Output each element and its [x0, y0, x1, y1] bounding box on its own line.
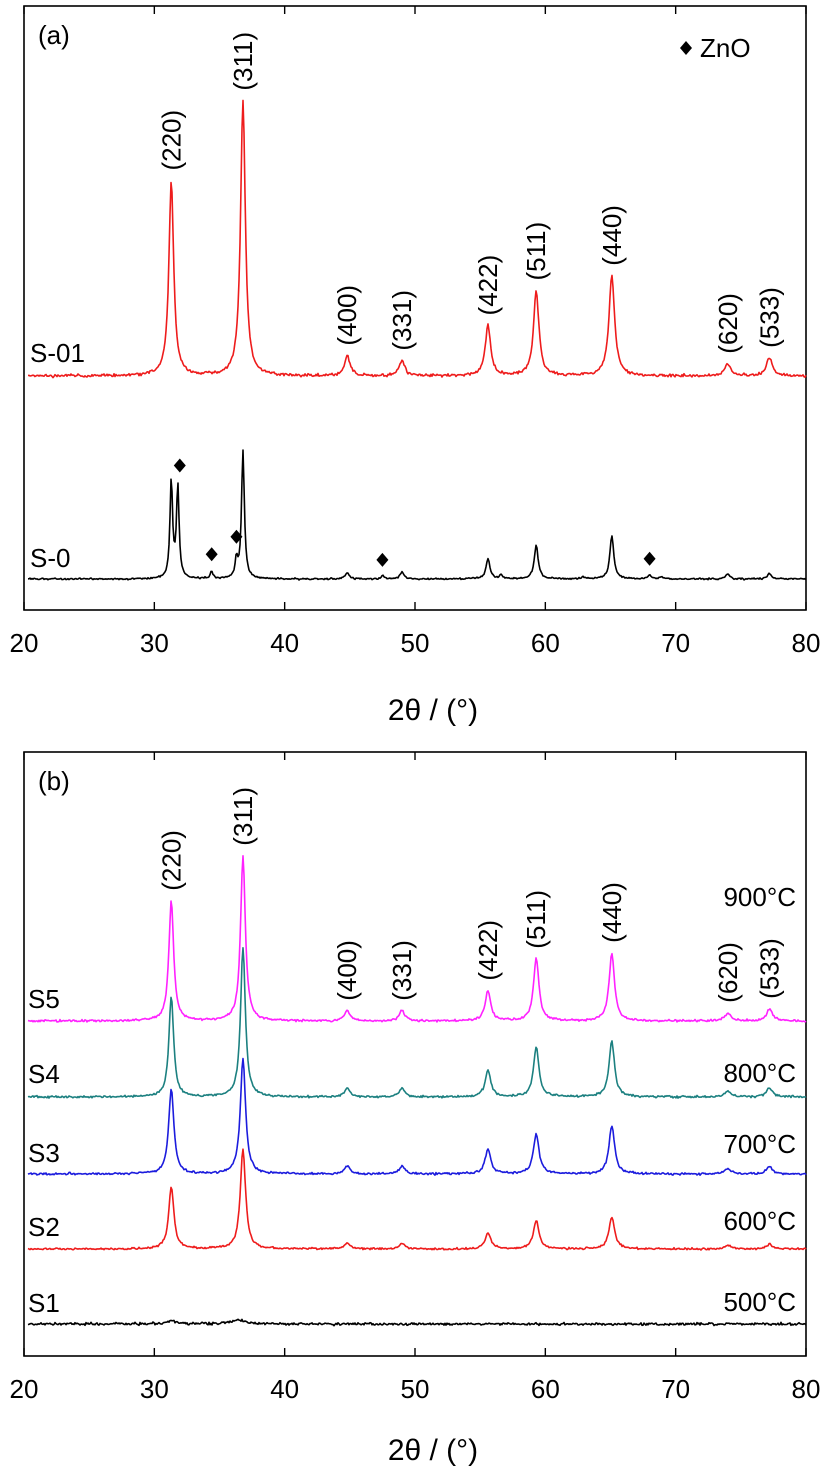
peak-label: (511) [521, 222, 551, 281]
peak-label: (533) [755, 287, 785, 348]
series-line-s5 [27, 854, 807, 1023]
temperature-label: 500°C [723, 1287, 796, 1317]
peak-label: (220) [156, 830, 186, 891]
x-tick-label: 50 [401, 1374, 430, 1404]
x-axis-label: 2θ / (°) [388, 694, 478, 727]
series-line-s4 [27, 946, 807, 1099]
peak-label: (620) [713, 942, 743, 1003]
x-tick-label: 20 [10, 1374, 39, 1404]
legend-marker [680, 41, 692, 55]
series-label: S5 [28, 984, 60, 1014]
x-tick-label: 30 [140, 1374, 169, 1404]
zno-marker [230, 529, 243, 544]
peak-label: (331) [387, 940, 417, 1001]
x-tick-label: 40 [270, 1374, 299, 1404]
series-line-s-01 [28, 99, 807, 379]
x-tick-label: 80 [792, 628, 821, 658]
peak-label: (440) [597, 205, 627, 266]
peak-label: (422) [473, 255, 503, 316]
peak-label: (400) [332, 940, 362, 1001]
x-tick-label: 60 [531, 628, 560, 658]
peak-label: (220) [156, 110, 186, 171]
x-tick-label: 30 [140, 628, 169, 658]
x-tick-label: 70 [661, 628, 690, 658]
peak-label: (400) [332, 285, 362, 346]
peak-label: (440) [597, 882, 627, 943]
series-line-s2 [27, 1148, 807, 1251]
peak-label: (511) [521, 890, 551, 949]
series-line-s-0 [28, 449, 807, 581]
zno-marker [643, 551, 656, 566]
x-tick-label: 40 [270, 628, 299, 658]
peak-label: (311) [228, 787, 258, 846]
x-tick-label: 80 [792, 1374, 821, 1404]
legend-label: ZnO [700, 33, 751, 63]
series-label: S-0 [30, 543, 70, 573]
x-tick-label: 50 [401, 628, 430, 658]
peak-label: (422) [473, 920, 503, 981]
temperature-label: 800°C [723, 1058, 796, 1088]
series-label: S3 [28, 1138, 60, 1168]
zno-marker [173, 458, 186, 473]
peak-label: (620) [713, 293, 743, 354]
series-label: S4 [28, 1059, 60, 1089]
series-label: S1 [28, 1288, 60, 1318]
temperature-label: 700°C [723, 1129, 796, 1159]
series-label: S-01 [30, 338, 85, 368]
x-axis-label: 2θ / (°) [388, 1434, 478, 1467]
series-label: S2 [28, 1212, 60, 1242]
series-line-s1 [27, 1318, 807, 1327]
temperature-label: 900°C [723, 882, 796, 912]
peak-label: (331) [387, 290, 417, 351]
temperature-label: 600°C [723, 1206, 796, 1236]
x-tick-label: 20 [10, 628, 39, 658]
zno-marker [376, 552, 389, 567]
x-tick-label: 60 [531, 1374, 560, 1404]
panel-label: (a) [38, 20, 70, 50]
x-tick-label: 70 [661, 1374, 690, 1404]
peak-label: (533) [755, 938, 785, 999]
zno-marker [205, 547, 218, 562]
plot-frame [23, 751, 807, 1357]
peak-label: (311) [228, 32, 258, 91]
panel-label: (b) [38, 766, 70, 796]
series-line-s3 [27, 1057, 807, 1176]
